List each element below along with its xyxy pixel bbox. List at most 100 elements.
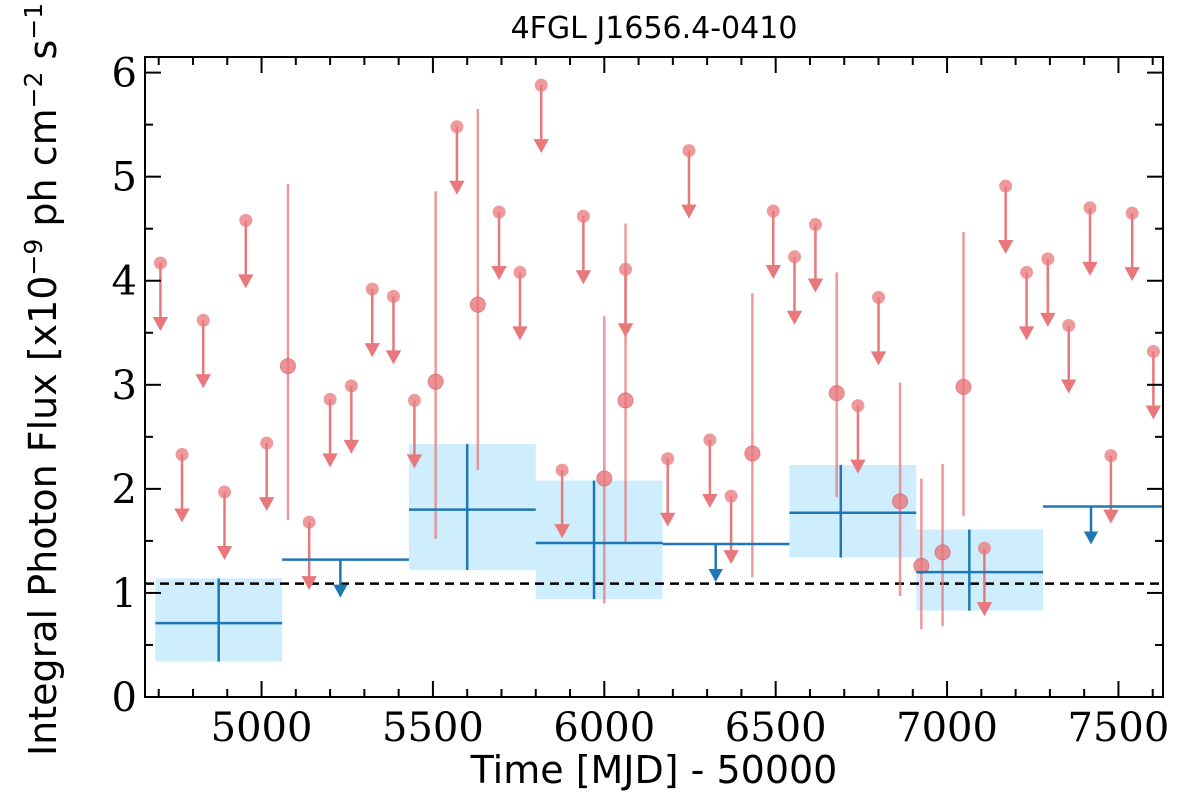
short-detection-marker-6 <box>828 385 845 402</box>
short-upper-limit-0-head <box>152 317 169 332</box>
short-upper-limit-8-head <box>343 439 360 454</box>
long-bin-bands <box>155 444 1044 662</box>
y-tick-label-5: 5 <box>112 155 137 201</box>
short-upper-limit-marker-35 <box>1125 206 1139 220</box>
short-upper-limit-marker-31 <box>1041 252 1055 266</box>
short-upper-limit-marker-27 <box>872 290 886 304</box>
short-upper-limit-28-head <box>976 602 993 617</box>
short-upper-limit-marker-23 <box>766 204 780 218</box>
short-bin-points <box>152 78 1162 630</box>
short-upper-limit-marker-24 <box>788 250 802 264</box>
short-upper-limit-marker-21 <box>703 433 717 447</box>
chart-title: 4FGL J1656.4-0410 <box>511 11 798 46</box>
short-upper-limit-marker-10 <box>387 289 401 303</box>
x-tick-label-2: 6000 <box>553 705 655 751</box>
short-upper-limit-25-head <box>807 278 824 293</box>
short-upper-limit-5-head <box>258 497 275 512</box>
short-upper-limit-2-head <box>195 374 211 389</box>
x-tick-label-0: 5000 <box>211 705 313 751</box>
short-detection-marker-8 <box>913 557 930 574</box>
short-upper-limit-marker-28 <box>977 541 991 555</box>
short-upper-limit-marker-8 <box>344 379 358 393</box>
short-upper-limit-10-head <box>385 350 402 365</box>
short-upper-limit-marker-1 <box>175 448 189 462</box>
axis-tick-labels: 5000 5500 6000 6500 7000 7500 0 1 2 3 4 5 6 <box>112 51 1170 751</box>
y-tick-label-4: 4 <box>112 259 137 305</box>
y-tick-label-3: 3 <box>112 363 137 409</box>
short-upper-limit-marker-13 <box>492 205 506 219</box>
long-bin-band-3 <box>789 464 917 558</box>
short-upper-limit-11-head <box>406 454 423 469</box>
short-upper-limit-20-head <box>681 204 697 219</box>
short-upper-limit-marker-7 <box>323 392 337 406</box>
short-upper-limit-marker-19 <box>661 452 675 466</box>
short-detection-marker-5 <box>744 445 761 462</box>
short-upper-limit-marker-0 <box>153 256 167 270</box>
long-bin-band-1 <box>408 444 536 571</box>
short-detection-marker-7 <box>892 493 909 510</box>
short-upper-limit-13-head <box>491 266 507 281</box>
short-upper-limit-9-head <box>364 343 380 358</box>
short-detection-marker-4 <box>617 392 634 409</box>
short-detection-marker-2 <box>469 296 486 313</box>
short-detection-marker-1 <box>427 373 444 390</box>
short-upper-limit-26-head <box>850 459 866 474</box>
short-detection-marker-3 <box>596 470 613 487</box>
x-tick-label-1: 5500 <box>382 705 484 751</box>
y-axis-label: Integral Photon Flux [x10−9 ph cm−2 s−1] <box>19 0 65 756</box>
short-upper-limit-marker-33 <box>1083 201 1097 215</box>
plot-frame <box>144 56 1164 698</box>
short-upper-limit-12-head <box>449 180 465 195</box>
long-upper-limit-2-head <box>1083 531 1099 545</box>
axis-ticks <box>145 57 1163 698</box>
short-upper-limit-marker-30 <box>1020 265 1034 279</box>
short-upper-limit-marker-12 <box>450 120 464 134</box>
short-upper-limit-36-head <box>1145 405 1162 420</box>
short-upper-limit-6-head <box>301 576 317 591</box>
short-upper-limit-35-head <box>1124 267 1140 282</box>
short-upper-limit-marker-26 <box>851 399 865 413</box>
short-upper-limit-24-head <box>786 310 803 325</box>
short-upper-limit-marker-14 <box>513 265 527 279</box>
x-tick-label-3: 6500 <box>725 705 827 751</box>
long-bin-band-4 <box>916 529 1044 611</box>
short-upper-limit-marker-6 <box>302 515 316 529</box>
short-upper-limit-marker-25 <box>808 218 822 232</box>
short-upper-limit-22-head <box>723 550 739 565</box>
short-upper-limit-27-head <box>870 351 887 366</box>
short-upper-limit-3-head <box>216 545 233 560</box>
short-upper-limit-marker-22 <box>724 489 738 503</box>
short-upper-limit-marker-32 <box>1062 318 1076 332</box>
x-tick-label-5: 7500 <box>1068 705 1170 751</box>
short-upper-limit-31-head <box>1040 312 1056 327</box>
short-upper-limit-marker-4 <box>239 213 253 227</box>
x-axis-label: Time [MJD] - 50000 <box>470 748 838 792</box>
short-upper-limit-marker-36 <box>1146 345 1160 359</box>
short-upper-limit-marker-34 <box>1104 449 1118 463</box>
short-upper-limit-29-head <box>997 240 1014 255</box>
short-upper-limit-marker-11 <box>407 393 421 407</box>
short-upper-limit-14-head <box>512 326 528 341</box>
y-tick-label-0: 0 <box>112 675 137 721</box>
short-upper-limit-16-head <box>554 524 570 539</box>
short-upper-limit-4-head <box>238 274 254 289</box>
short-upper-limit-1-head <box>174 508 190 523</box>
short-upper-limit-33-head <box>1082 261 1098 276</box>
long-bin-points <box>155 444 1163 662</box>
short-upper-limit-21-head <box>702 493 718 508</box>
short-upper-limit-marker-20 <box>682 144 696 158</box>
long-bin-band-2 <box>535 480 663 600</box>
short-upper-limit-marker-3 <box>218 485 232 499</box>
y-tick-label-2: 2 <box>112 467 137 513</box>
short-upper-limit-19-head <box>660 512 676 527</box>
short-upper-limit-17-head <box>575 270 592 285</box>
short-detection-marker-9 <box>934 544 951 561</box>
short-upper-limit-32-head <box>1061 379 1077 394</box>
y-tick-label-6: 6 <box>112 51 137 97</box>
short-upper-limit-marker-15 <box>534 78 548 92</box>
long-upper-limit-1-head <box>708 569 723 583</box>
short-upper-limit-7-head <box>322 453 338 468</box>
x-tick-label-4: 7000 <box>896 705 998 751</box>
short-upper-limit-30-head <box>1018 326 1035 341</box>
